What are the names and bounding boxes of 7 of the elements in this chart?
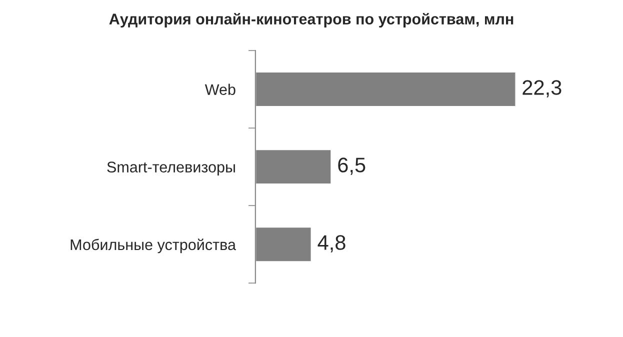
chart-title: Аудитория онлайн-кинотеатров по устройствам, млн bbox=[109, 12, 514, 28]
data-label: 4,8 bbox=[318, 235, 346, 252]
y-tick-label: Smart-телевизоры bbox=[107, 162, 235, 176]
y-tick-label: Web bbox=[204, 84, 236, 95]
data-label: 22,3 bbox=[522, 80, 562, 98]
y-tick-label: Мобильные устройства bbox=[70, 238, 236, 254]
data-label: 6,5 bbox=[338, 158, 366, 175]
